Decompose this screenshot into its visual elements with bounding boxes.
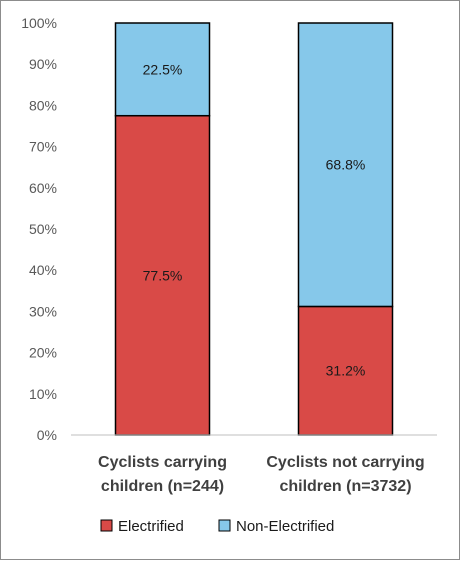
y-tick-label: 50% [29,221,57,237]
legend-label: Electrified [118,518,184,535]
legend-swatch [100,519,113,532]
y-tick-label: 70% [29,139,57,155]
y-tick-label: 100% [21,15,57,31]
x-category-label: children (n=3732) [279,478,411,495]
y-tick-label: 60% [29,180,57,196]
bars: 77.5% 22.5% 31.2% 68.8% [114,22,394,436]
bar-segment-non-electrified [297,22,394,308]
y-tick-label: 30% [29,303,57,319]
y-tick-label: 20% [29,345,57,361]
x-category-label: Cyclists not carrying [266,454,424,471]
y-tick-label: 80% [29,97,57,113]
y-tick-label: 0% [37,427,57,443]
bar-segment-electrified [114,114,211,436]
x-axis: Cyclists carrying children (n=244) Cyclist… [71,434,437,495]
data-label: 31.2% [326,363,366,379]
legend: Electrified Non-Electrified [100,518,334,535]
y-tick-label: 10% [29,386,57,402]
legend-label: Non-Electrified [236,518,334,535]
data-label: 77.5% [143,267,183,283]
y-tick-label: 40% [29,262,57,278]
x-category-label: children (n=244) [101,478,224,495]
y-tick-label: 90% [29,56,57,72]
bar-segment-non-electrified [114,22,211,117]
y-axis: 0% 10% 20% 30% 40% 50% 60% 70% 80% 90% 100% [21,15,57,443]
data-label: 68.8% [326,157,366,173]
data-label: 22.5% [143,61,183,77]
legend-swatch [218,519,231,532]
x-category-label: Cyclists carrying [98,454,227,471]
